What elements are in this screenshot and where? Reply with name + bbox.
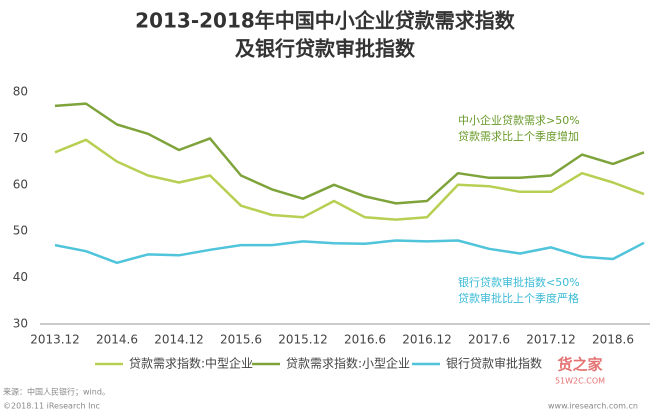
- x-tick-label: 2013.12: [30, 333, 80, 347]
- x-tick-label: 2015.12: [278, 333, 328, 347]
- chart-title: 及银行贷款审批指数: [235, 37, 416, 61]
- y-tick-label: 70: [13, 131, 28, 145]
- x-tick-label: 2016.12: [402, 333, 452, 347]
- x-tick-label: 2016.6: [344, 333, 386, 347]
- x-tick-label: 2015.6: [220, 333, 262, 347]
- y-tick-label: 80: [13, 85, 28, 99]
- x-tick-label: 2014.12: [154, 333, 204, 347]
- copyright: ©2018.11 iResearch Inc: [3, 402, 100, 411]
- source: 来源：中国人民银行；wind。: [3, 387, 110, 397]
- legend-label: 贷款需求指数:中型企业: [129, 356, 253, 371]
- legend-label: 贷款需求指数:小型企业: [286, 356, 410, 371]
- x-tick-label: 2017.6: [468, 333, 510, 347]
- legend-label: 银行贷款审批指数: [446, 356, 542, 371]
- annotation: 贷款需求比上个季度增加: [458, 129, 579, 143]
- x-tick-label: 2017.12: [526, 333, 576, 347]
- watermark: 货之家: [557, 356, 602, 374]
- y-tick-label: 30: [13, 317, 28, 331]
- x-tick-label: 2014.6: [96, 333, 138, 347]
- series-line: [54, 239, 645, 265]
- watermark: 51W2C.COM: [555, 377, 605, 386]
- x-tick-label: 2018.6: [592, 333, 634, 347]
- website: www.iresearch.com.cn: [548, 402, 638, 411]
- series-line: [54, 102, 645, 205]
- annotation: 银行贷款审批指数<50%: [458, 275, 580, 289]
- y-tick-label: 60: [13, 177, 28, 191]
- y-tick-label: 40: [13, 270, 28, 284]
- series-line: [54, 138, 645, 221]
- annotation: 贷款审批比上个季度严格: [458, 291, 579, 305]
- chart-title: 2013-2018年中国中小企业贷款需求指数: [135, 9, 516, 33]
- annotation: 中小企业贷款需求>50%: [458, 113, 580, 127]
- y-tick-label: 50: [13, 224, 28, 238]
